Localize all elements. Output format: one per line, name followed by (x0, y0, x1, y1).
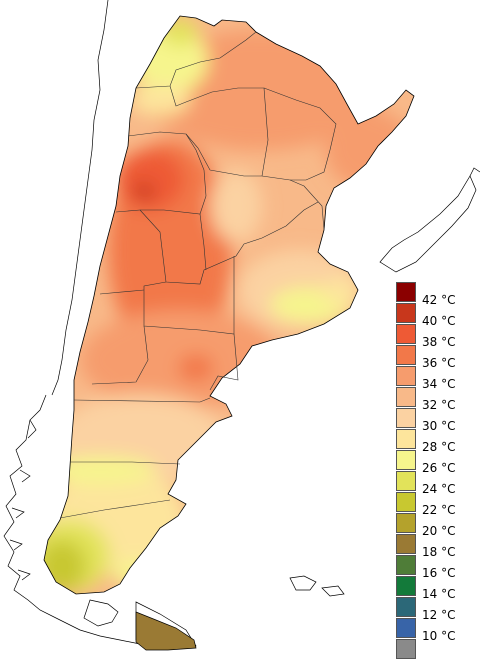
legend-label: 24 °C (422, 482, 456, 496)
legend-label: 16 °C (422, 566, 456, 580)
legend-entry: 32 °C (396, 387, 474, 412)
legend-entry (396, 639, 474, 660)
legend-entry: 14 °C (396, 576, 474, 601)
legend-swatch (396, 387, 416, 407)
legend-entry: 30 °C (396, 408, 474, 433)
legend-swatch (396, 597, 416, 617)
legend-entry: 16 °C (396, 555, 474, 580)
legend-label: 10 °C (422, 629, 456, 643)
zone-central-warm (80, 310, 280, 410)
legend-label: 26 °C (422, 461, 456, 475)
legend-label: 18 °C (422, 545, 456, 559)
legend-label: 38 °C (422, 335, 456, 349)
legend-entry: 38 °C (396, 324, 474, 349)
legend-swatch (396, 303, 416, 323)
legend-entry: 10 °C (396, 618, 474, 643)
legend-swatch (396, 618, 416, 638)
province-boundaries (59, 31, 337, 519)
zone-hottest-core (134, 183, 154, 201)
legend-swatch (396, 576, 416, 596)
temperature-legend: 42 °C 40 °C 38 °C 36 °C 34 °C 32 °C 30 °C 28 °C… (396, 282, 474, 660)
legend-entry: 34 °C (396, 366, 474, 391)
legend-label: 42 °C (422, 293, 456, 307)
legend-label: 36 °C (422, 356, 456, 370)
legend-entry: 40 °C (396, 303, 474, 328)
zone-patagonia-cooler (44, 456, 156, 484)
legend-swatch (396, 345, 416, 365)
legend-entry: 36 °C (396, 345, 474, 370)
zone-south-hot (178, 354, 214, 382)
zone-southeast-cool (114, 560, 158, 588)
legend-swatch (396, 408, 416, 428)
legend-label: 30 °C (422, 419, 456, 433)
zone-mesopotamia-mild (210, 170, 262, 242)
legend-swatch (396, 450, 416, 470)
zone-hottest (116, 150, 184, 210)
zone-coast-cool-2 (322, 278, 358, 306)
legend-label: 12 °C (422, 608, 456, 622)
legend-swatch (396, 366, 416, 386)
zone-northwest-mild (130, 84, 190, 116)
legend-swatch (396, 492, 416, 512)
legend-label: 34 °C (422, 377, 456, 391)
legend-swatch (396, 639, 416, 659)
legend-swatch (396, 429, 416, 449)
legend-label: 14 °C (422, 587, 456, 601)
legend-entry: 18 °C (396, 534, 474, 559)
zone-northwest-cold (162, 18, 198, 46)
legend-entry: 22 °C (396, 492, 474, 517)
legend-swatch (396, 282, 416, 302)
legend-entry: 12 °C (396, 597, 474, 622)
legend-label: 22 °C (422, 503, 456, 517)
tierra-del-fuego (135, 611, 197, 651)
legend-swatch (396, 513, 416, 533)
legend-label: 28 °C (422, 440, 456, 454)
legend-entry: 20 °C (396, 513, 474, 538)
legend-entry: 28 °C (396, 429, 474, 454)
legend-entry: 24 °C (396, 471, 474, 496)
legend-label: 40 °C (422, 314, 456, 328)
zone-south-colder (44, 540, 86, 592)
legend-label: 20 °C (422, 524, 456, 538)
legend-entry: 26 °C (396, 450, 474, 475)
legend-swatch (396, 555, 416, 575)
legend-label: 32 °C (422, 398, 456, 412)
legend-swatch (396, 534, 416, 554)
legend-swatch (396, 471, 416, 491)
legend-entry: 42 °C (396, 282, 474, 307)
zone-northeast-warm (325, 110, 414, 190)
legend-swatch (396, 324, 416, 344)
